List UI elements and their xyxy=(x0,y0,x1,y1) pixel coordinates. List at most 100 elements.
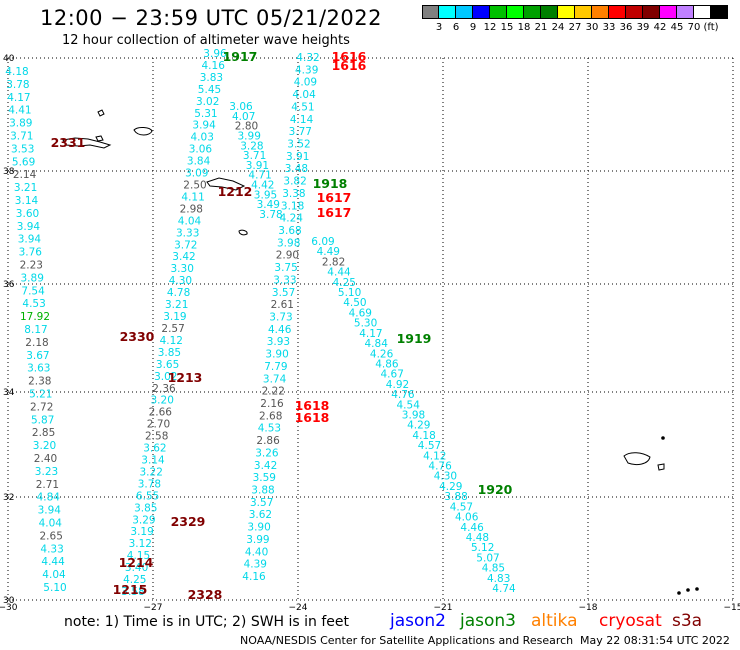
wave-height-value: 4.67 xyxy=(381,369,404,381)
colorbar-tick-label: 39 xyxy=(636,22,650,33)
wave-height-value: 4.24 xyxy=(280,213,304,225)
wave-height-value: 2.71 xyxy=(36,479,59,491)
pass-time-label: 2330 xyxy=(120,329,155,344)
wave-height-value: 3.14 xyxy=(141,455,165,467)
pass-time-label: 1917 xyxy=(223,49,258,64)
wave-height-value: 4.25 xyxy=(333,277,356,289)
wave-height-value: 3.85 xyxy=(158,347,181,359)
wave-height-value: 3.57 xyxy=(272,287,295,299)
colorbar-swatch xyxy=(422,5,439,19)
madeira-island xyxy=(623,452,651,466)
wave-height-value: 3.94 xyxy=(38,505,62,517)
pass-time-label: 1616 xyxy=(332,49,367,64)
wave-height-value: 4.17 xyxy=(359,328,382,340)
wave-height-value: 2.80 xyxy=(235,121,258,133)
pass-time-label: 2329 xyxy=(171,514,206,529)
wave-height-value: 3.98 xyxy=(277,237,300,249)
wave-height-value: 3.99 xyxy=(246,534,269,546)
pass-time-label: 1215 xyxy=(113,582,148,597)
wave-height-value: 3.67 xyxy=(26,350,49,362)
wave-height-value: 4.18 xyxy=(412,430,435,442)
wave-height-value: 4.76 xyxy=(428,461,452,473)
wave-height-value: 4.69 xyxy=(349,307,372,319)
pass-time-label: 1618 xyxy=(295,410,330,425)
wave-height-value: 2.90 xyxy=(276,250,299,262)
colorbar-tick-label: 12 xyxy=(483,22,497,33)
wave-height-value: 3.96 xyxy=(203,48,227,60)
wave-height-value: 4.30 xyxy=(434,471,457,483)
pass-time-label: 1213 xyxy=(168,370,203,385)
wave-height-value: 8.17 xyxy=(24,324,47,336)
wave-height-value: 3.52 xyxy=(287,139,310,151)
map-grid xyxy=(7,57,734,601)
islet-dot xyxy=(686,588,690,592)
wave-height-value: 4.16 xyxy=(242,571,266,583)
wave-height-value: 3.84 xyxy=(187,156,211,168)
axis-labels: 40 38 36 34 32 30−30 −27 −24 −21 −18 −15 xyxy=(0,54,740,613)
colorbar-tick-label: 42 xyxy=(653,22,667,33)
wave-height-value: 3.23 xyxy=(35,466,58,478)
wave-height-value: 4.39 xyxy=(244,559,267,571)
wave-height-value: 5.07 xyxy=(476,552,499,564)
wave-height-value: 3.19 xyxy=(163,311,186,323)
wave-height-value: 4.12 xyxy=(423,450,446,462)
longitude-label: −30 xyxy=(0,603,18,613)
colorbar-tick-label: 9 xyxy=(469,22,477,33)
wave-height-value: 3.94 xyxy=(17,221,41,233)
colorbar-swatch xyxy=(643,5,660,19)
latitude-label: 40 xyxy=(3,54,15,64)
wave-height-value: 3.88 xyxy=(444,491,467,503)
wave-height-value: 4.50 xyxy=(343,297,366,309)
longitude-label: −15 xyxy=(724,603,740,613)
wave-height-value: 3.21 xyxy=(165,299,188,311)
colorbar-swatch xyxy=(592,5,609,19)
colorbar-tick-label: 70 xyxy=(687,22,701,33)
colorbar-tick-label: 27 xyxy=(568,22,582,33)
wave-height-value: 4.57 xyxy=(418,440,441,452)
wave-height-value: 7.79 xyxy=(264,361,287,373)
wave-height-value: 3.71 xyxy=(10,131,33,143)
wave-height-value: 5.31 xyxy=(194,108,217,120)
wave-height-value: 4.53 xyxy=(22,298,45,310)
colorbar-swatch xyxy=(660,5,677,19)
wave-height-value: 3.90 xyxy=(265,349,288,361)
wave-height-value: 2.82 xyxy=(322,256,345,268)
pass-time-label: 1616 xyxy=(332,58,367,73)
wave-height-value: 2.14 xyxy=(13,169,37,181)
wave-height-value: 3.18 xyxy=(281,200,304,212)
pass-time-label: 1918 xyxy=(313,176,348,191)
azores-central-island xyxy=(62,137,112,149)
longitude-label: −18 xyxy=(579,603,598,613)
wave-height-value: 3.63 xyxy=(27,363,50,375)
wave-height-value: 3.76 xyxy=(19,247,43,259)
wave-height-value: 2.72 xyxy=(30,401,53,413)
wave-height-value: 4.14 xyxy=(290,114,314,126)
wave-height-value: 4.15 xyxy=(127,550,150,562)
colorbar-swatch xyxy=(490,5,507,19)
wave-height-value: 4.07 xyxy=(232,111,255,123)
wave-height-value: 4.85 xyxy=(482,563,505,575)
footnote: note: 1) Time is in UTC; 2) SWH is in fe… xyxy=(64,614,350,630)
wave-height-value: 2.68 xyxy=(259,410,282,422)
wave-height-value: 5.10 xyxy=(338,287,361,299)
wave-height-value: 2.22 xyxy=(262,386,285,398)
azores-island xyxy=(97,109,105,117)
wave-height-value: 4.46 xyxy=(268,324,292,336)
wave-height-value: 3.62 xyxy=(143,443,166,455)
wave-height-value: 7.54 xyxy=(21,285,45,297)
wave-height-value: 4.33 xyxy=(40,543,63,555)
wave-height-value: 3.68 xyxy=(278,225,301,237)
wave-height-value: 5.12 xyxy=(471,542,494,554)
wave-height-value: 3.75 xyxy=(274,262,297,274)
islet-dot xyxy=(695,587,699,591)
wave-height-value: 3.19 xyxy=(130,526,153,538)
generation-timestamp: May 22 08:31:54 UTC 2022 xyxy=(580,634,730,647)
colorbar-tick-label: 24 xyxy=(551,22,565,33)
wave-height-value: 2.58 xyxy=(145,431,168,443)
wave-height-value: 3.89 xyxy=(9,118,32,130)
wave-height-value: 4.04 xyxy=(42,569,66,581)
pass-time-label: 1920 xyxy=(478,482,513,497)
wave-height-value: 2.70 xyxy=(147,419,170,431)
colorbar-tick-label: (ft) xyxy=(703,22,719,33)
colorbar-tick-label: 33 xyxy=(602,22,616,33)
